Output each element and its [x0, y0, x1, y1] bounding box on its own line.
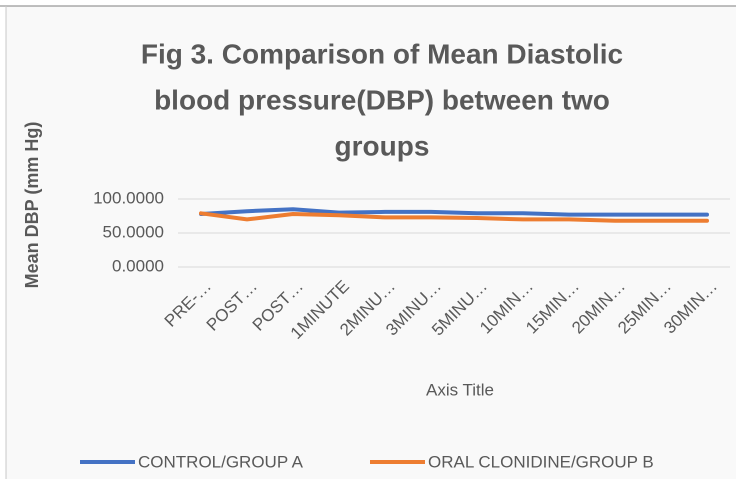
data-line — [199, 207, 709, 217]
x-axis-title: Axis Title — [426, 380, 494, 399]
legend-label: CONTROL/GROUP A — [138, 452, 304, 471]
legend-label: ORAL CLONIDINE/GROUP B — [428, 452, 654, 471]
y-tick-label: 100.0000 — [93, 188, 164, 207]
y-tick-label: 50.0000 — [103, 222, 164, 241]
y-axis-title: Mean DBP (mm Hg) — [22, 122, 42, 289]
y-tick-label: 0.0000 — [112, 256, 164, 275]
chart-title: blood pressure(DBP) between two — [154, 84, 610, 115]
chart-area — [6, 6, 736, 479]
chart-title: groups — [335, 130, 430, 161]
chart-title: Fig 3. Comparison of Mean Diastolic — [141, 38, 623, 69]
data-line — [199, 211, 709, 223]
